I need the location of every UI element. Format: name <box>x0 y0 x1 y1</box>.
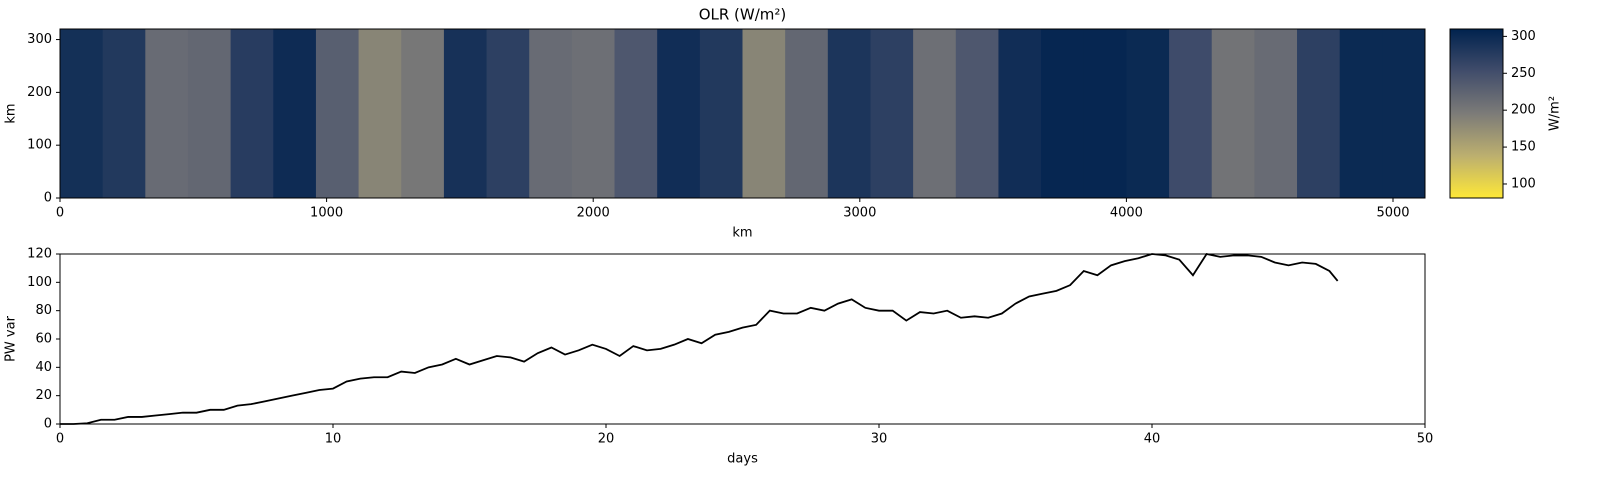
heat-cell <box>657 29 701 198</box>
x-tick-label: 30 <box>871 432 888 447</box>
x-tick-label: 5000 <box>1376 206 1409 221</box>
x-axis-label: days <box>727 452 758 467</box>
y-tick-label: 300 <box>27 32 52 47</box>
heat-cell <box>60 29 104 198</box>
heat-cell <box>699 29 743 198</box>
colorbar-tick-label: 150 <box>1511 140 1536 155</box>
y-tick-label: 0 <box>44 417 52 432</box>
heat-cell <box>273 29 317 198</box>
y-axis-label: PW var <box>4 315 19 361</box>
chart-title: OLR (W/m²) <box>699 6 787 24</box>
x-tick-label: 4000 <box>1110 206 1143 221</box>
heat-cell <box>315 29 360 198</box>
x-tick-label: 0 <box>56 206 64 221</box>
y-tick-label: 100 <box>27 138 52 153</box>
axes-frame <box>59 28 1426 199</box>
heat-cell <box>1254 29 1298 198</box>
heat-cell <box>998 29 1042 198</box>
heat-cell <box>614 29 658 198</box>
heat-cell <box>1297 29 1341 198</box>
heat-cell <box>1169 29 1213 198</box>
line <box>60 252 1339 425</box>
colorbar-tick-label: 300 <box>1511 29 1536 44</box>
heat-cell <box>358 29 402 198</box>
heat-cell <box>102 29 146 198</box>
heat-cell <box>230 29 274 198</box>
heat-cell <box>913 29 957 198</box>
heat-cell <box>742 29 786 198</box>
heat-cell <box>1339 29 1383 198</box>
x-axis-label: km <box>732 226 752 241</box>
y-tick-label: 120 <box>27 247 52 262</box>
heat-cell <box>1211 29 1255 198</box>
heat-cell <box>571 29 616 198</box>
heat-cell <box>1083 29 1127 198</box>
x-tick-label: 50 <box>1417 432 1434 447</box>
y-tick-label: 100 <box>27 275 52 290</box>
y-tick-label: 80 <box>35 303 52 318</box>
colorbar <box>1449 28 1504 199</box>
heat-cell <box>187 29 232 198</box>
colorbar-label: W/m² <box>1548 96 1563 131</box>
heat-cell <box>401 29 445 198</box>
heat-cell <box>486 29 530 198</box>
heat-cell <box>529 29 573 198</box>
heat-cell <box>827 29 871 198</box>
x-tick-label: 1000 <box>310 206 343 221</box>
y-tick-label: 0 <box>44 191 52 206</box>
heat-cell <box>1126 29 1170 198</box>
heat-cell <box>870 29 914 198</box>
y-tick-label: 200 <box>27 85 52 100</box>
y-tick-label: 20 <box>35 388 52 403</box>
y-tick-label: 40 <box>35 360 52 375</box>
y-tick-label: 60 <box>35 332 52 347</box>
y-axis-label: km <box>4 103 19 123</box>
heat-cell <box>955 29 999 198</box>
heat-cell <box>1382 29 1426 198</box>
x-tick-label: 20 <box>598 432 615 447</box>
x-tick-label: 40 <box>1144 432 1161 447</box>
colorbar-tick-label: 100 <box>1511 176 1536 191</box>
colorbar-tick-label: 200 <box>1511 103 1536 118</box>
colorbar-tick-label: 250 <box>1511 66 1536 81</box>
heat-cell <box>785 29 829 198</box>
heat-cell <box>1041 29 1085 198</box>
x-tick-label: 2000 <box>577 206 610 221</box>
heat-cell <box>443 29 488 198</box>
x-tick-label: 0 <box>56 432 64 447</box>
heat-cell <box>145 29 189 198</box>
x-tick-label: 10 <box>325 432 342 447</box>
x-tick-label: 3000 <box>843 206 876 221</box>
axes-frame <box>59 253 1426 425</box>
